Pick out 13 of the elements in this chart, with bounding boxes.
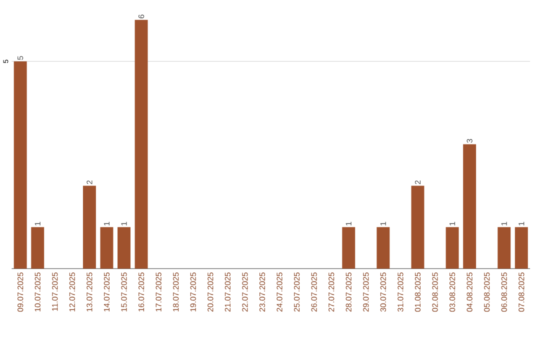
bar	[14, 61, 27, 268]
bar	[514, 227, 528, 268]
bar	[31, 227, 44, 268]
bar	[118, 227, 130, 268]
bar	[134, 20, 148, 268]
bar	[498, 227, 511, 268]
bar	[342, 227, 356, 268]
bar	[463, 144, 476, 268]
bar	[411, 186, 424, 268]
bar	[82, 186, 96, 268]
bar	[446, 227, 459, 268]
bar	[376, 227, 390, 268]
bar	[100, 227, 114, 268]
